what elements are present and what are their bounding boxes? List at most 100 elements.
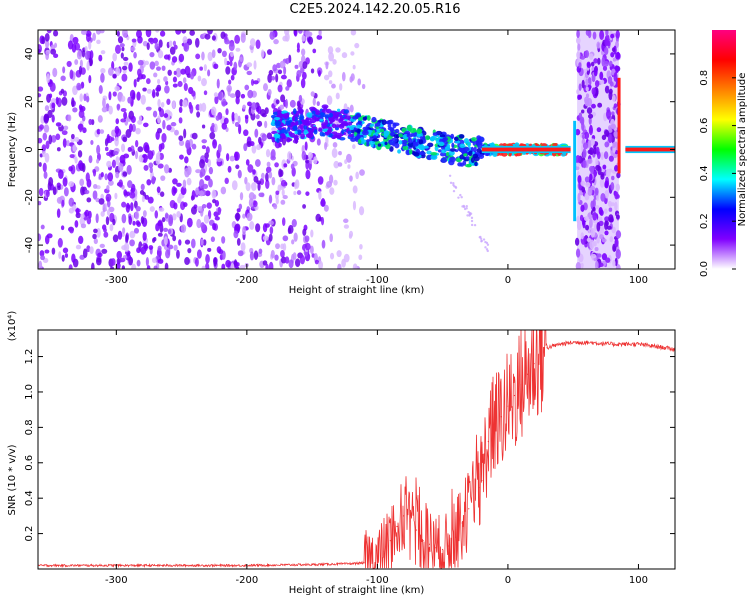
noise-speckle (48, 176, 54, 187)
noise-speckle (178, 135, 184, 142)
noise-speckle (68, 264, 73, 269)
noise-speckle (613, 130, 618, 138)
noise-speckle (262, 83, 269, 92)
noise-speckle (207, 69, 211, 77)
noise-speckle (118, 179, 123, 188)
x-axis-label: Height of straight line (km) (289, 285, 425, 296)
signal-point (314, 109, 320, 114)
noise-speckle (186, 217, 193, 228)
signal-point (431, 135, 437, 140)
signal-point (328, 112, 334, 118)
noise-speckle (589, 147, 594, 156)
noise-speckle (316, 34, 323, 40)
noise-speckle (274, 162, 279, 168)
noise-speckle (89, 50, 94, 60)
noise-speckle (77, 150, 83, 158)
noise-speckle (100, 211, 105, 217)
noise-speckle (604, 182, 609, 188)
noise-speckle (135, 205, 141, 212)
noise-speckle (605, 257, 611, 263)
noise-speckle (352, 263, 358, 269)
signal-point (439, 134, 446, 138)
noise-speckle (238, 124, 242, 135)
noise-speckle (161, 65, 166, 71)
noise-speckle (596, 151, 601, 160)
noise-speckle (221, 236, 226, 244)
noise-speckle (315, 213, 322, 222)
signal-point (286, 138, 293, 142)
y-axis-label: Frequency (Hz) (7, 112, 18, 188)
noise-speckle (57, 185, 61, 191)
noise-speckle (162, 119, 166, 130)
noise-speckle (291, 239, 295, 245)
noise-speckle (591, 73, 596, 83)
noise-speckle (62, 66, 66, 74)
noise-speckle (115, 118, 120, 125)
noise-speckle (339, 83, 343, 91)
snr-point (546, 347, 548, 349)
noise-speckle (98, 85, 103, 94)
noise-speckle (343, 224, 350, 229)
noise-speckle (245, 182, 251, 192)
noise-speckle (100, 72, 105, 83)
noise-speckle (324, 141, 328, 151)
noise-speckle (181, 188, 186, 195)
noise-speckle (108, 91, 112, 101)
noise-speckle (88, 155, 93, 164)
noise-speckle (43, 124, 50, 133)
signal-point (363, 134, 367, 139)
signal-point (402, 143, 407, 147)
noise-speckle (282, 235, 289, 242)
noise-speckle (201, 145, 207, 150)
noise-speckle (196, 218, 202, 229)
noise-speckle (253, 200, 258, 208)
signal-point (274, 120, 282, 127)
noise-speckle (302, 228, 307, 236)
signal-point (444, 146, 451, 151)
noise-speckle (345, 153, 352, 163)
noise-speckle (615, 30, 620, 39)
noise-speckle (234, 121, 240, 128)
noise-speckle (44, 105, 50, 112)
noise-speckle (239, 56, 243, 63)
noise-speckle (602, 164, 607, 170)
noise-speckle (136, 259, 141, 267)
signal-tail (466, 214, 469, 217)
noise-speckle (149, 51, 155, 58)
noise-speckle (125, 202, 131, 213)
signal-point (397, 149, 402, 154)
noise-speckle (137, 59, 144, 66)
noise-speckle (591, 253, 597, 259)
noise-speckle (220, 186, 227, 195)
signal-point (470, 157, 475, 164)
noise-speckle (173, 244, 178, 251)
noise-speckle (84, 46, 88, 52)
noise-speckle (58, 251, 62, 260)
noise-speckle (38, 260, 43, 269)
noise-speckle (253, 60, 257, 70)
snr-point (428, 543, 431, 545)
noise-speckle (586, 62, 591, 69)
signal-point (441, 149, 447, 154)
noise-speckle (609, 236, 614, 243)
noise-speckle (79, 178, 85, 187)
snr-frame (37, 329, 676, 570)
noise-speckle (39, 153, 43, 158)
noise-speckle (611, 226, 616, 234)
noise-speckle (614, 238, 619, 248)
noise-speckle (173, 70, 177, 76)
noise-speckle (253, 250, 259, 260)
noise-speckle (78, 235, 84, 245)
snr-point (559, 343, 561, 345)
noise-speckle (79, 59, 83, 68)
noise-speckle (581, 79, 585, 89)
noise-speckle (357, 78, 362, 86)
noise-speckle (205, 254, 210, 264)
noise-speckle (574, 237, 580, 246)
noise-speckle (608, 88, 613, 95)
noise-speckle (117, 230, 123, 240)
signal-point (402, 145, 409, 151)
noise-speckle (268, 220, 274, 226)
noise-speckle (235, 47, 241, 52)
noise-speckle (140, 216, 145, 225)
